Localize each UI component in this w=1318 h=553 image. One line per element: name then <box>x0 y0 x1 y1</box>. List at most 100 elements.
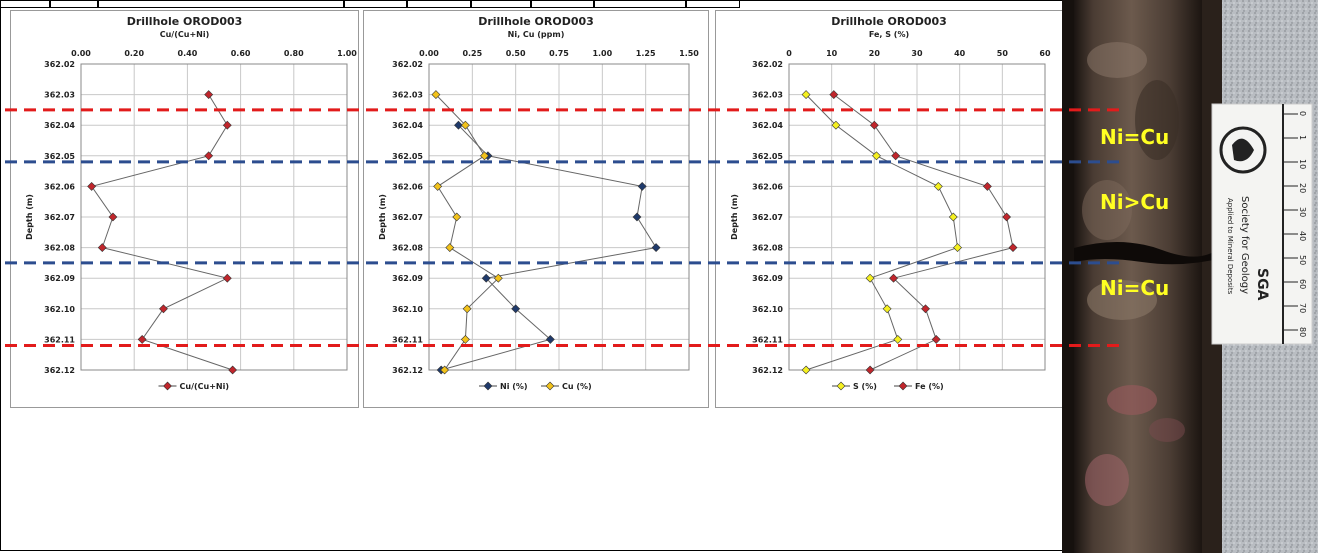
strip-cell <box>471 0 531 8</box>
y-tick-label: 362.05 <box>44 152 75 161</box>
scale-card-line1: Society for Geology <box>1239 196 1250 294</box>
x-tick-label: 20 <box>869 49 881 58</box>
legend-label: Ni (%) <box>500 382 528 391</box>
x-tick-label: 50 <box>997 49 1009 58</box>
legend-marker <box>836 381 846 391</box>
y-tick-label: 362.09 <box>44 274 75 283</box>
chart-panel-cu-ratio: Drillhole OROD003 Cu/(Cu+Ni) 0.00 0.20 0.40 0… <box>10 10 359 408</box>
strip-cell <box>594 0 686 8</box>
x-tick-label: 0.00 <box>419 49 439 58</box>
data-point <box>865 365 875 375</box>
legend-label: Cu (%) <box>562 382 592 391</box>
y-tick-label: 362.11 <box>752 335 783 344</box>
scale-tick-label: 20 <box>1298 183 1307 193</box>
legend-label: Fe (%) <box>915 382 944 391</box>
data-point <box>431 90 441 100</box>
data-point <box>480 151 489 161</box>
y-tick-label: 362.02 <box>752 60 783 69</box>
data-point <box>632 212 642 222</box>
scale-tick-label: 60 <box>1298 279 1307 289</box>
strip-cell <box>407 0 471 8</box>
y-tick-label: 362.08 <box>752 244 783 253</box>
chart-cu-ratio: Drillhole OROD003 Cu/(Cu+Ni) 0.00 0.20 0.40 0… <box>25 15 357 391</box>
legend-label: S (%) <box>853 382 877 391</box>
x-tick-label: 1.50 <box>679 49 699 58</box>
data-point <box>801 90 811 100</box>
data-point <box>511 304 521 314</box>
strip-cell <box>50 0 98 8</box>
scale-card: SGA Society for Geology Applied to Miner… <box>1211 103 1313 345</box>
data-point <box>440 365 450 375</box>
data-point <box>921 304 930 314</box>
chart-ni-cu: Drillhole OROD003 Ni, Cu (ppm) 0.00 0.25 0.5… <box>378 15 699 391</box>
data-point <box>1002 212 1012 222</box>
y-tick-label: 362.07 <box>752 213 783 222</box>
series-line <box>805 94 959 371</box>
data-point <box>454 120 463 130</box>
x-tick-label: 0.40 <box>178 49 198 58</box>
y-tick-label: 362.05 <box>392 152 423 161</box>
data-point <box>831 120 841 130</box>
x-tick-label: 10 <box>826 49 838 58</box>
data-point <box>931 334 941 344</box>
data-point <box>222 273 232 283</box>
y-axis-label: Depth (m) <box>378 194 387 240</box>
chart-title: Drillhole OROD003 <box>127 15 243 28</box>
plot-area <box>428 63 690 371</box>
chart-panel-fe-s: Drillhole OROD003 Fe, S (%) 0 10 20 30 40 50 60 3… <box>715 10 1063 408</box>
data-point <box>462 304 472 314</box>
legend-marker <box>483 381 493 391</box>
legend-marker <box>545 381 555 391</box>
data-point <box>953 243 962 253</box>
data-point <box>445 243 455 253</box>
data-point <box>87 181 97 191</box>
chart-subtitle: Fe, S (%) <box>869 30 909 39</box>
data-point <box>545 334 555 344</box>
core-photo: SGA Society for Geology Applied to Miner… <box>1062 0 1318 553</box>
strip-cell <box>344 0 407 8</box>
y-tick-label: 362.07 <box>392 213 423 222</box>
y-tick-label: 362.10 <box>752 305 783 314</box>
y-tick-label: 362.12 <box>44 366 75 375</box>
data-point <box>1008 243 1018 253</box>
data-point <box>159 304 168 314</box>
data-point <box>481 273 491 283</box>
scale-tick-label: 30 <box>1298 207 1307 217</box>
data-point <box>872 151 881 161</box>
data-point <box>97 243 107 253</box>
data-point <box>433 181 443 191</box>
y-tick-label: 362.12 <box>392 366 423 375</box>
x-tick-label: 0.20 <box>124 49 144 58</box>
legend-marker <box>163 381 172 391</box>
top-table-strip <box>0 0 740 9</box>
data-point <box>137 334 147 344</box>
x-tick-label: 0.80 <box>284 49 304 58</box>
legend-label: Cu/(Cu+Ni) <box>180 382 230 391</box>
data-point <box>460 334 470 344</box>
data-point <box>452 212 462 222</box>
x-tick-label: 30 <box>911 49 923 58</box>
x-tick-label: 0.75 <box>549 49 569 58</box>
y-tick-label: 362.09 <box>752 274 783 283</box>
x-tick-label: 0.25 <box>462 49 482 58</box>
y-tick-label: 362.10 <box>392 305 423 314</box>
data-point <box>865 273 875 283</box>
data-point <box>108 212 118 222</box>
data-point <box>933 181 943 191</box>
y-axis-label: Depth (m) <box>730 194 739 240</box>
chart-title: Drillhole OROD003 <box>831 15 947 28</box>
photo-label-2: Ni>Cu <box>1100 190 1170 214</box>
x-tick-label: 1.25 <box>636 49 656 58</box>
y-tick-label: 362.09 <box>392 274 423 283</box>
data-point <box>228 365 238 375</box>
data-point <box>493 273 503 283</box>
scale-tick-label: 0 <box>1298 111 1307 116</box>
y-tick-label: 362.03 <box>392 91 423 100</box>
scale-tick-label: 50 <box>1298 255 1307 265</box>
photo-label-1: Ni=Cu <box>1100 125 1170 149</box>
data-point <box>637 181 647 191</box>
plot-area <box>788 63 1046 371</box>
y-tick-label: 362.04 <box>752 121 783 130</box>
data-point <box>222 120 232 130</box>
